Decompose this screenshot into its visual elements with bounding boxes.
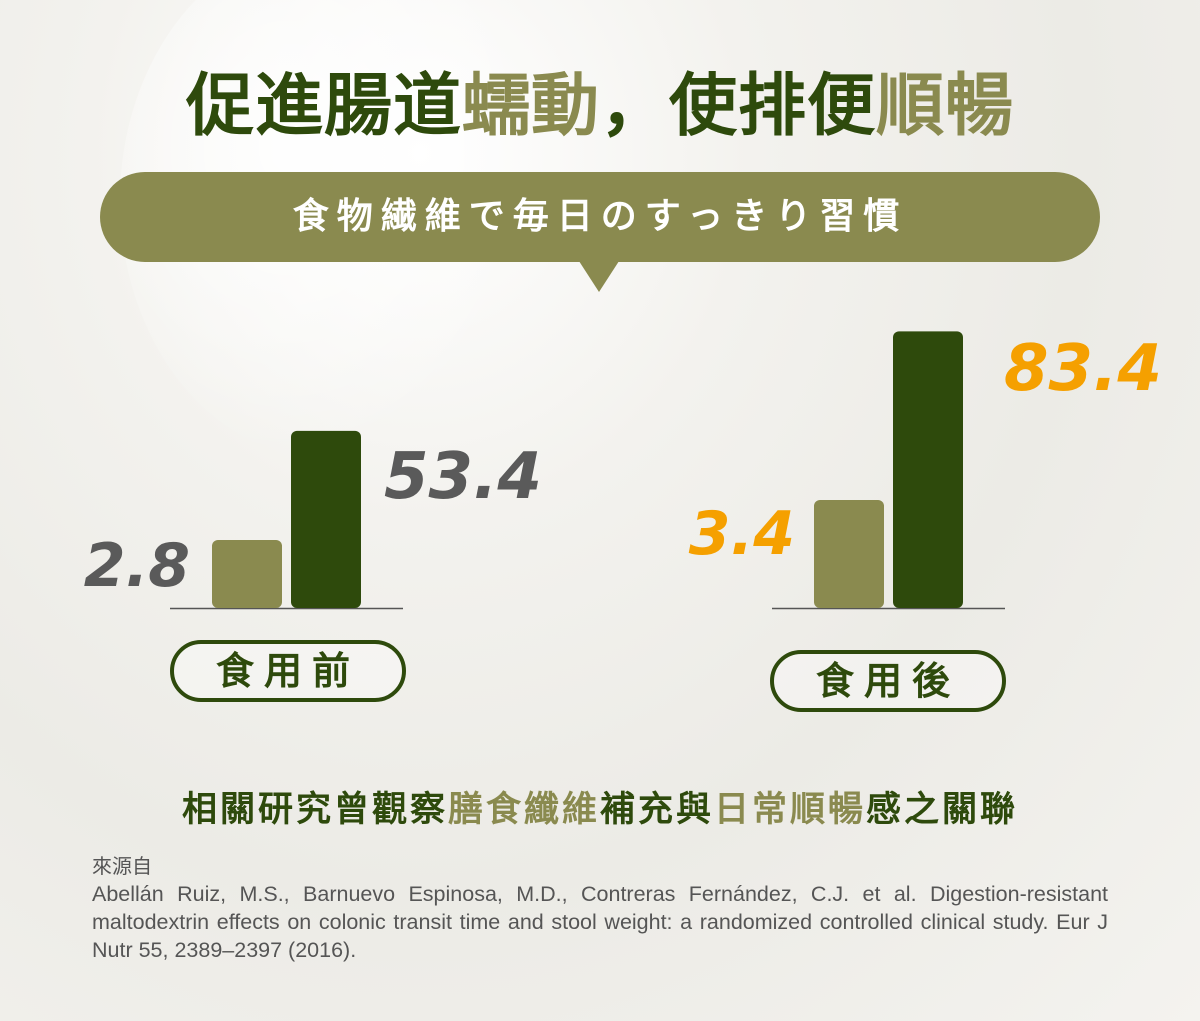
value-label-0-0: 2.8 [84,531,190,601]
study-subtitle: 相關研究曾觀察膳食纖維補充與日常順暢感之關聯 [0,785,1200,835]
title-part-3: ，使排便 [600,67,877,146]
group-label-after: 食用後 [770,650,1006,712]
subtitle-part-2: 膳食纖維 [447,790,600,830]
source-citation: Abellán Ruiz, M.S., Barnuevo Espinosa, M… [92,882,1108,962]
value-label-0-1: 53.4 [384,440,542,514]
source-label: 來源自 [92,856,152,878]
subtitle-part-5: 感之關聯 [866,790,1019,830]
banner-bubble-tail [577,258,621,292]
bar-1-0 [814,500,884,608]
bar-1-1 [893,331,963,608]
title-part-1: 促進腸道 [185,67,462,146]
title-part-2: 蠕動 [461,67,600,146]
bar-0-1 [291,430,361,608]
value-label-1-0: 3.4 [689,499,795,569]
subtitle-part-3: 補充與 [599,790,714,830]
subtitle-part-4: 日常順暢 [714,790,867,830]
banner-text: 食物繊維で毎日のすっきり習慣 [292,196,908,237]
banner-bubble [100,172,1100,262]
subtitle-part-1: 相關研究曾觀察 [181,790,448,830]
title-part-4: 順暢 [876,67,1015,146]
value-label-1-1: 83.4 [1004,332,1162,406]
page-title: 促進腸道蠕動，使排便順暢 [0,62,1200,152]
bar-0-0 [212,540,282,608]
group-label-before: 食用前 [170,640,406,702]
